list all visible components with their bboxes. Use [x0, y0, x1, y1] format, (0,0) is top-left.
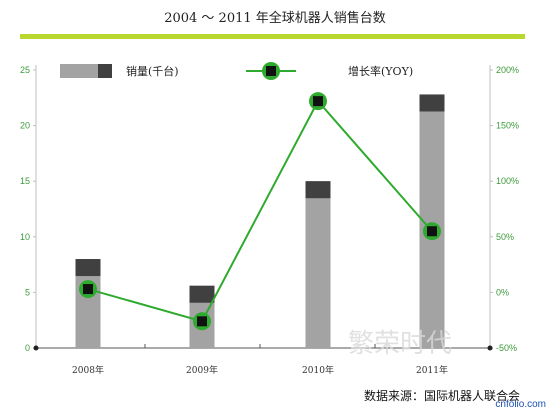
line-point [423, 222, 441, 241]
left-tick-label: 0 [25, 343, 30, 353]
bar-cap [75, 259, 101, 277]
right-tick-label: -50% [496, 343, 517, 353]
left-tick-label: 10 [20, 232, 30, 242]
point-marker [197, 316, 207, 327]
right-tick-label: 150% [496, 121, 519, 131]
x-axis-end-dot [487, 345, 493, 351]
point-marker [83, 284, 93, 295]
legend-bar-swatch [60, 64, 98, 78]
x-tick-label: 2008年 [72, 364, 104, 376]
x-axis-origin-dot [33, 345, 39, 351]
growth-line [87, 99, 433, 323]
bar-series [75, 94, 445, 349]
legend-line-label: 增长率(YOY) [348, 64, 413, 78]
right-axis: -50% 0% 50% 100% 150% 200% [489, 65, 519, 353]
legend-line-marker [266, 66, 276, 76]
left-tick-label: 15 [20, 176, 30, 186]
line-point [193, 312, 211, 331]
left-axis: 0 5 10 15 20 25 [20, 65, 37, 353]
right-tick-label: 200% [496, 65, 519, 75]
legend-bar-label: 销量(千台) [126, 64, 179, 78]
right-tick-label: 50% [496, 232, 514, 242]
bar [305, 181, 331, 348]
x-tick-label: 2010年 [302, 364, 334, 376]
bar-cap [419, 94, 445, 112]
line-series [79, 92, 441, 331]
bar-cap [189, 285, 215, 303]
point-marker [427, 226, 437, 237]
left-tick-label: 5 [25, 287, 30, 297]
chart-title: 2004 ～ 2011 年全球机器人销售台数 [164, 10, 386, 26]
right-tick-label: 0% [496, 287, 509, 297]
line-point [309, 92, 327, 111]
left-tick-label: 20 [20, 121, 30, 131]
source-note: 数据来源：国际机器人联合会 [364, 388, 520, 403]
x-tick-label: 2009年 [186, 364, 218, 376]
right-tick-label: 100% [496, 176, 519, 186]
bar-cap [305, 181, 331, 199]
left-tick-label: 25 [20, 65, 30, 75]
point-marker [313, 96, 323, 107]
watermark-url: cnfolio.com [495, 399, 546, 410]
title-divider [20, 34, 525, 39]
watermark: 繁荣时代 [348, 329, 452, 359]
x-axis: 2008年 2009年 2010年 2011年 [33, 344, 493, 376]
x-tick-label: 2011年 [416, 364, 448, 376]
line-point [79, 280, 97, 299]
legend: 销量(千台) 增长率(YOY) [60, 62, 413, 80]
legend-bar-cap-swatch [98, 64, 112, 78]
